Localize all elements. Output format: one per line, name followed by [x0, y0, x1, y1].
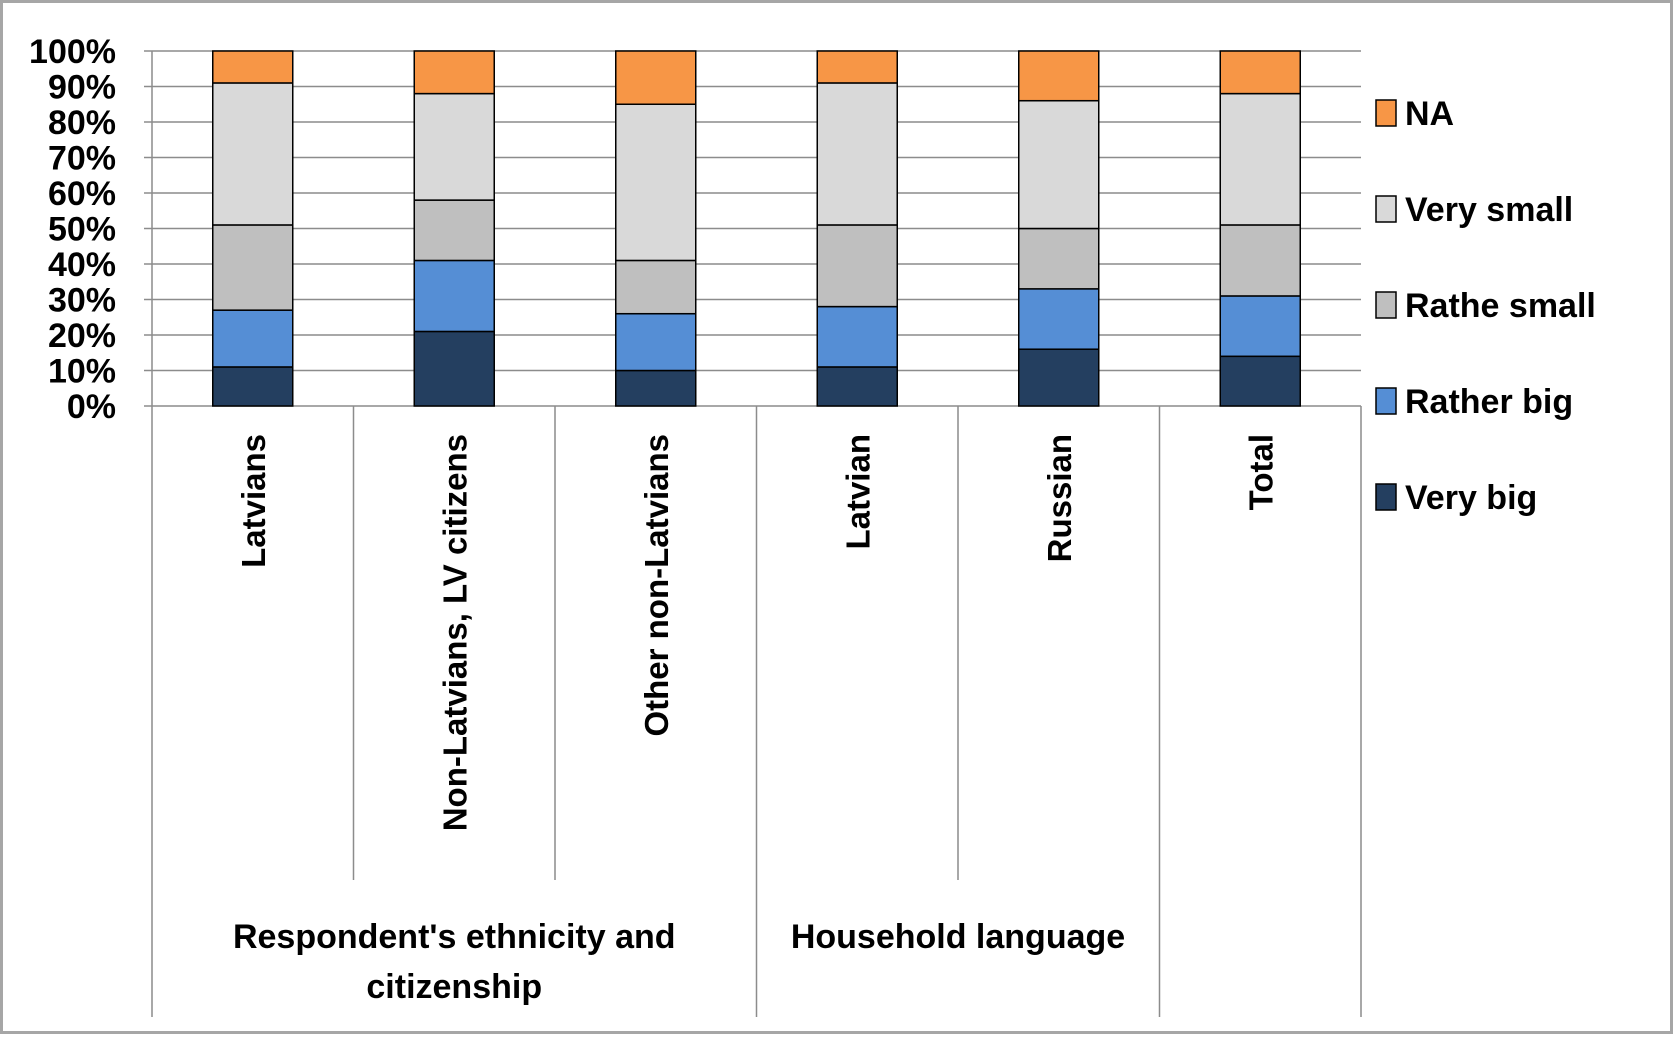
category-label: Total [1242, 434, 1279, 510]
bar-segment [816, 366, 898, 407]
category-label: Russian [1041, 434, 1078, 562]
category-label: Other non-Latvians [638, 434, 675, 737]
legend-swatch [1375, 483, 1397, 511]
legend-label: Very small [1405, 191, 1573, 229]
bar-segment [1018, 227, 1100, 290]
gridlines [152, 50, 1361, 407]
bar-segment [212, 82, 294, 226]
bars [212, 50, 1301, 407]
bar-segment [413, 259, 495, 333]
x-axis-categories: Latvians Non-Latvians, LV citizens Other n… [235, 434, 1280, 831]
category-label: Latvians [235, 434, 272, 568]
category-label: Latvian [839, 434, 876, 550]
bar-segment [1018, 50, 1100, 102]
y-tick-label: 10% [48, 353, 116, 391]
bar-segment [212, 224, 294, 311]
x-axis-groups: Respondent's ethnicity and citizenship Hou… [233, 918, 1125, 1006]
y-tick-label: 70% [48, 140, 116, 178]
legend-label: Rather big [1405, 383, 1573, 421]
bar-segment [413, 330, 495, 407]
legend-swatch [1375, 99, 1397, 127]
bar-segment [212, 309, 294, 368]
bar-segment [1018, 348, 1100, 407]
group-label: Household language [791, 918, 1125, 956]
bar-segment [816, 305, 898, 368]
legend-label: Rathe small [1405, 287, 1596, 325]
legend-label: Very big [1405, 479, 1537, 517]
bar-segment [212, 50, 294, 84]
bar-segment [1018, 288, 1100, 350]
bar-segment [615, 50, 697, 105]
y-tick-label: 50% [48, 211, 116, 249]
category-label: Non-Latvians, LV citizens [436, 434, 473, 831]
group-label: citizenship [366, 968, 542, 1006]
bar-segment [413, 92, 495, 201]
y-tick-label: 40% [48, 246, 116, 284]
bar-segment [212, 366, 294, 407]
bar-segment [615, 103, 697, 262]
bar-segment [1219, 92, 1301, 226]
bar-segment [413, 50, 495, 95]
bar-segment [413, 199, 495, 262]
y-tick-label: 20% [48, 317, 116, 355]
bar-segment [1219, 295, 1301, 358]
bar-segment [816, 82, 898, 226]
legend-swatch [1375, 387, 1397, 415]
y-tick-label: 80% [48, 104, 116, 142]
legend-swatch [1375, 195, 1397, 223]
bar-segment [1219, 224, 1301, 297]
y-tick-label: 30% [48, 282, 116, 320]
bar-segment [615, 369, 697, 407]
group-label: Respondent's ethnicity and [233, 918, 676, 956]
bar-segment [1018, 99, 1100, 230]
bar-segment [615, 312, 697, 372]
legend-swatch [1375, 291, 1397, 319]
y-tick-label: 90% [48, 69, 116, 107]
y-tick-label: 100% [29, 33, 116, 71]
y-tick-label: 60% [48, 175, 116, 213]
legend: NA Very small Rathe small Rather big Very bi… [1375, 95, 1596, 517]
bar-segment [1219, 355, 1301, 407]
y-axis-ticks: 0%10%20%30%40%50%60%70%80%90%100% [29, 33, 116, 426]
bar-segment [816, 50, 898, 84]
bar-segment [1219, 50, 1301, 95]
bar-segment [816, 224, 898, 308]
axes [144, 50, 1362, 1017]
bar-segment [615, 259, 697, 315]
legend-label: NA [1405, 95, 1454, 133]
y-tick-label: 0% [67, 388, 116, 426]
stacked-bar-chart: 0%10%20%30%40%50%60%70%80%90%100% Latvia… [29, 33, 1596, 1017]
